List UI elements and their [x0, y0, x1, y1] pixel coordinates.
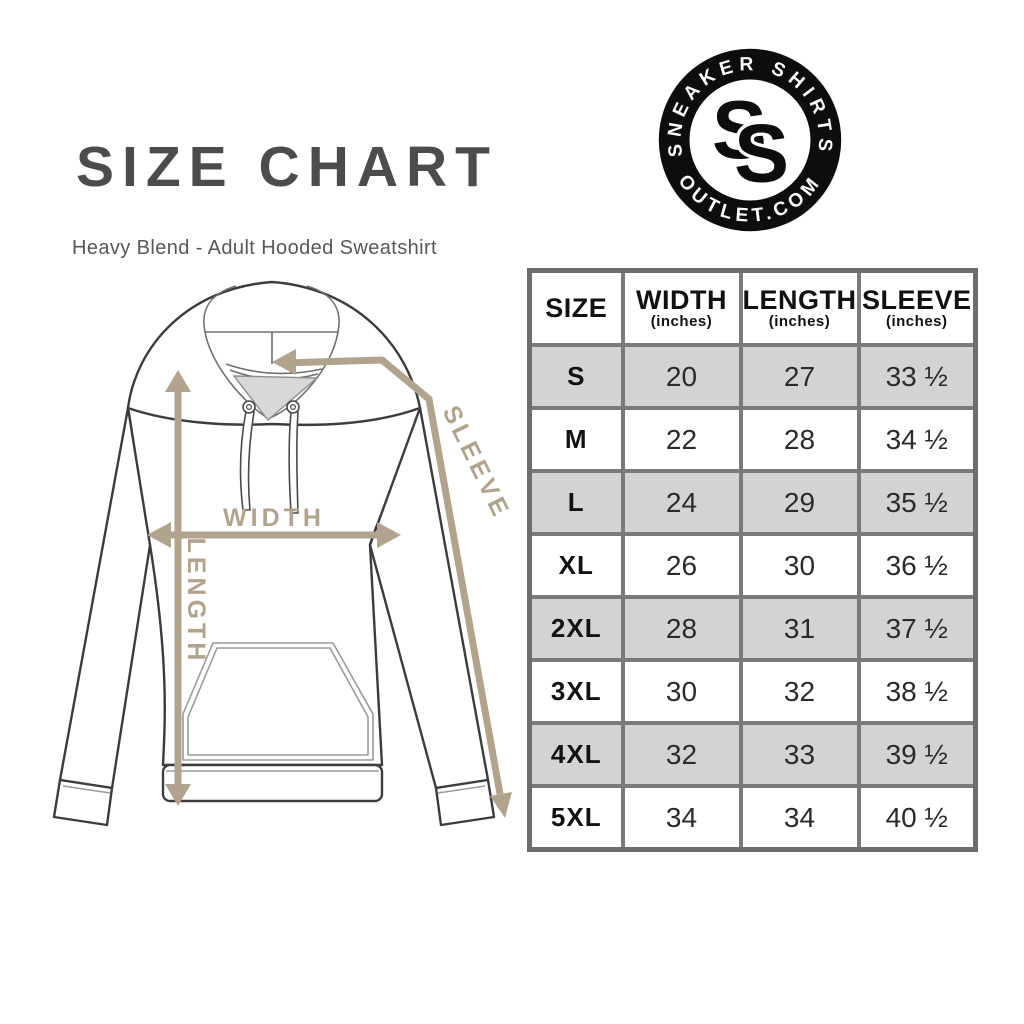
cell-width: 20: [620, 343, 743, 410]
cell-sleeve: 35 ½: [856, 469, 978, 536]
cell-size: L: [527, 469, 625, 536]
column-header-width: WIDTH (inches): [620, 268, 743, 347]
cell-length: 32: [738, 658, 861, 725]
size-table-row: 5XL 34 34 40 ½: [527, 784, 978, 852]
hoodie-body: [126, 406, 422, 767]
length-label: LENGTH: [182, 538, 210, 665]
kangaroo-pocket: [182, 642, 374, 761]
drawstrings: [239, 400, 300, 514]
size-table-row: 3XL 30 32 38 ½: [527, 658, 978, 725]
product-subtitle: Heavy Blend - Adult Hooded Sweatshirt: [72, 237, 437, 259]
svg-text:S: S: [734, 107, 789, 199]
seam-lines: [62, 770, 486, 794]
cell-length: 31: [738, 595, 861, 662]
column-header-size: SIZE: [527, 268, 625, 347]
cell-size: 2XL: [527, 595, 625, 662]
cell-length: 29: [738, 469, 861, 536]
page-title: SIZE CHART: [76, 135, 498, 199]
size-table-row: L 24 29 35 ½: [527, 469, 978, 536]
hoodie-left-sleeve: [58, 406, 152, 790]
measure-arrow-shafts: [165, 356, 504, 795]
hoodie-waistband: [161, 763, 384, 803]
cell-length: 30: [738, 532, 861, 599]
cell-width: 22: [620, 406, 743, 473]
svg-text:S: S: [712, 84, 767, 176]
cell-length: 27: [738, 343, 861, 410]
size-table-header-row: SIZE WIDTH (inches) LENGTH (inches) SLEE…: [527, 268, 978, 347]
size-table-row: M 22 28 34 ½: [527, 406, 978, 473]
size-table-row: 2XL 28 31 37 ½: [527, 595, 978, 662]
column-label: LENGTH: [742, 284, 857, 315]
cell-sleeve: 36 ½: [856, 532, 978, 599]
column-label: SIZE: [545, 292, 608, 323]
cell-width: 28: [620, 595, 743, 662]
cell-sleeve: 38 ½: [856, 658, 978, 725]
cell-length: 28: [738, 406, 861, 473]
column-label: SLEEVE: [861, 284, 972, 315]
cell-width: 34: [620, 784, 743, 852]
ss-monogram-icon: S S: [712, 84, 793, 202]
sleeve-arrow: [283, 356, 504, 795]
measure-arrowheads: [147, 349, 512, 818]
neck-inset-triangle: [232, 375, 319, 422]
cell-width: 24: [620, 469, 743, 536]
width-label: WIDTH: [223, 504, 325, 532]
cell-size: XL: [527, 532, 625, 599]
size-table-row: XL 26 30 36 ½: [527, 532, 978, 599]
cell-sleeve: 34 ½: [856, 406, 978, 473]
cell-length: 34: [738, 784, 861, 852]
hoodie-left-cuff: [52, 778, 114, 827]
column-header-length: LENGTH (inches): [738, 268, 861, 347]
size-table-body: S 20 27 33 ½ M 22 28 34 ½ L 24 29 35 ½ XL 26 30 36 ½ 2XL…: [527, 343, 978, 852]
column-label: WIDTH: [636, 284, 727, 315]
size-table-row: S 20 27 33 ½: [527, 343, 978, 410]
badge-inner-circle: [689, 79, 811, 201]
column-unit: (inches): [885, 313, 948, 331]
column-unit: (inches): [650, 313, 713, 331]
cell-sleeve: 33 ½: [856, 343, 978, 410]
cell-size: M: [527, 406, 625, 473]
brand-logo-badge: SNEAKER SHIRTS OUTLET.COM S S: [658, 48, 842, 232]
cell-size: 4XL: [527, 721, 625, 788]
cell-size: 3XL: [527, 658, 625, 725]
hoodie-right-cuff: [434, 778, 496, 827]
size-table: SIZE WIDTH (inches) LENGTH (inches) SLEE…: [527, 268, 978, 852]
hoodie-outline: [52, 280, 496, 827]
cell-width: 32: [620, 721, 743, 788]
column-header-sleeve: SLEEVE (inches): [856, 268, 978, 347]
cell-size: 5XL: [527, 784, 625, 852]
hoodie-measurement-diagram: WIDTH LENGTH SLEEVE: [52, 280, 516, 827]
cell-width: 26: [620, 532, 743, 599]
cell-sleeve: 39 ½: [856, 721, 978, 788]
cell-size: S: [527, 343, 625, 410]
cell-width: 30: [620, 658, 743, 725]
cell-sleeve: 37 ½: [856, 595, 978, 662]
cell-sleeve: 40 ½: [856, 784, 978, 852]
size-table-row: 4XL 32 33 39 ½: [527, 721, 978, 788]
column-unit: (inches): [768, 313, 831, 331]
cell-length: 33: [738, 721, 861, 788]
